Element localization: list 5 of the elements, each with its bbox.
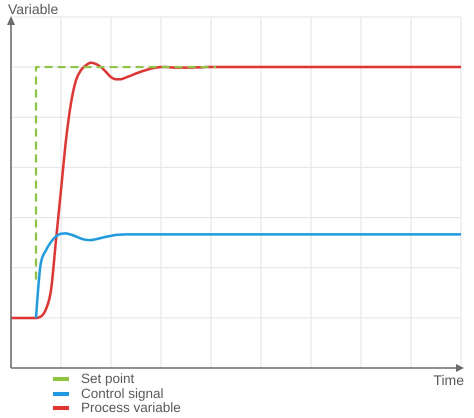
legend-label: Process variable xyxy=(81,400,181,416)
x-axis-title: Time xyxy=(433,372,464,388)
legend-label: Set point xyxy=(81,371,134,386)
y-axis-title: Variable xyxy=(8,1,58,17)
legend-label: Control signal xyxy=(81,386,164,401)
